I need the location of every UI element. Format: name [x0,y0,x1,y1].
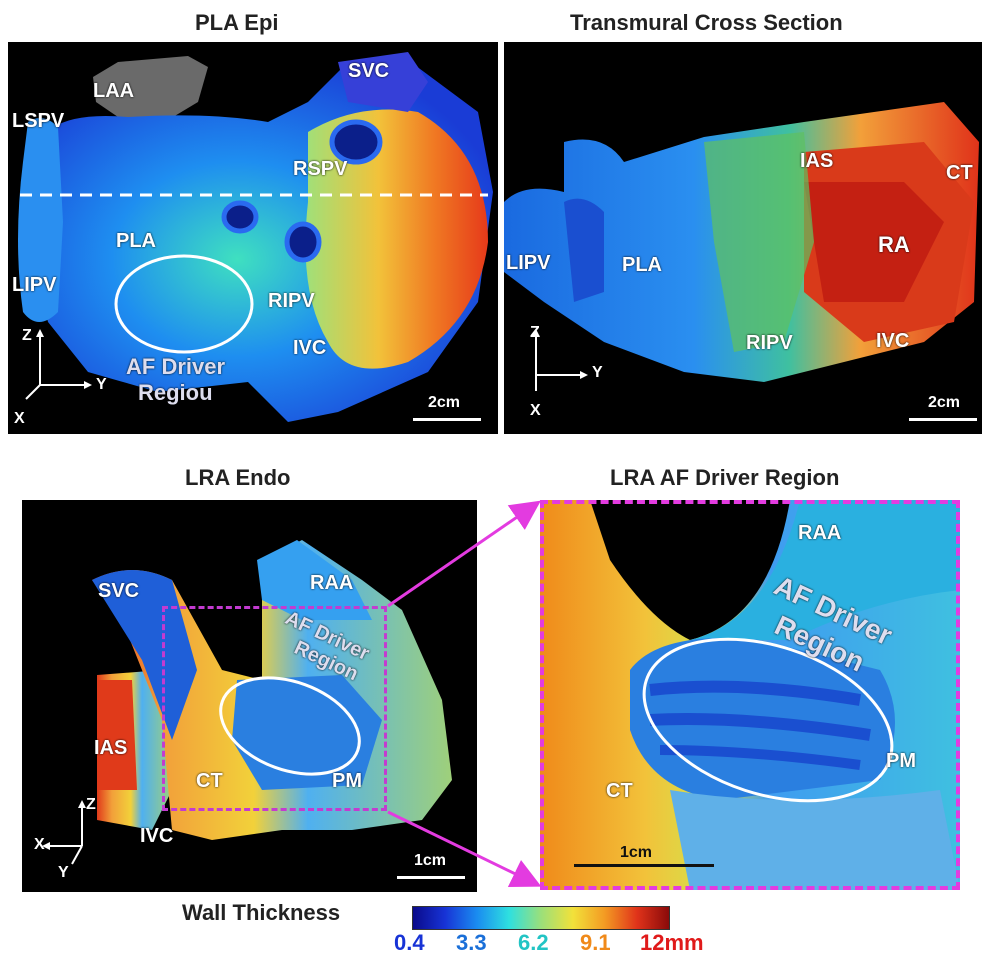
legend-tick: 9.1 [580,930,611,955]
label-ct: CT [606,780,633,802]
axis-icon [532,329,588,391]
label-ripv: RIPV [746,332,793,354]
label-pm: PM [886,750,916,772]
axis-y-label: Y [96,376,107,393]
label-region: Regiou [138,380,213,405]
axis-z-label: Z [22,327,32,344]
legend-title: Wall Thickness [182,900,341,925]
label-af-driver: AF Driver [126,354,226,379]
label-ra: RA [878,232,910,257]
transmural-render [504,102,979,382]
panel-title-pla-epi: PLA Epi [195,10,279,35]
label-ias: IAS [800,150,834,172]
axis-z-label: Z [86,796,96,813]
axis-icon [25,329,92,400]
label-ivc: IVC [140,825,174,847]
label-ias: IAS [94,737,128,759]
pla-epi-render [18,52,493,422]
label-ct: CT [946,162,973,184]
transmural-panel: IAS CT RA LIPV PLA RIPV IVC Z Y X 2cm [504,42,982,434]
scale-bar [397,876,465,879]
label-raa: RAA [798,522,842,544]
label-pla: PLA [622,254,662,276]
axis-y-label: Y [592,364,603,381]
scale-label: 1cm [414,852,447,869]
label-lspv: LSPV [12,110,65,132]
label-pm: PM [332,770,362,792]
label-ct: CT [196,770,223,792]
axis-x-label: X [530,402,541,419]
label-rspv: RSPV [293,158,348,180]
legend-tick: 12mm [640,930,704,955]
legend-tick: 3.3 [456,930,487,955]
axis-icon [42,800,86,865]
axis-x-label: X [34,836,45,853]
scale-bar [574,864,714,867]
lra-endo-render [92,540,452,840]
panel-title-lra-endo: LRA Endo [185,465,291,490]
label-ivc: IVC [876,330,910,352]
legend-tick: 6.2 [518,930,549,955]
scale-bar [909,418,977,421]
axis-y-label: Y [58,864,69,881]
axis-x-label: X [14,410,25,427]
lra-af-driver-render [540,500,960,890]
label-svc: SVC [98,580,140,602]
zoom-box-outline [162,606,387,811]
panel-title-transmural: Transmural Cross Section [570,10,843,35]
legend-tick: 0.4 [394,930,425,955]
label-svc: SVC [348,60,390,82]
label-lipv: LIPV [12,274,57,296]
label-ivc: IVC [293,337,327,359]
label-raa: RAA [310,572,354,594]
label-laa: LAA [93,80,135,102]
axis-z-label: Z [530,324,540,341]
panel-title-lra-af-driver: LRA AF Driver Region [610,465,840,490]
scale-label: 2cm [928,394,961,411]
lra-endo-panel: SVC RAA AF Driver Region IAS CT PM IVC Z… [22,500,477,892]
lra-af-driver-panel: RAA AF Driver Region PM CT 1cm [540,500,960,890]
scale-label: 2cm [428,394,461,411]
label-lipv: LIPV [506,252,551,274]
label-ripv: RIPV [268,290,315,312]
colorbar [412,906,670,930]
pla-epi-panel: LAA LSPV SVC RSPV PLA LIPV RIPV IVC AF D… [8,42,498,434]
label-pla: PLA [116,230,156,252]
scale-bar [413,418,481,421]
scale-label: 1cm [620,844,653,861]
